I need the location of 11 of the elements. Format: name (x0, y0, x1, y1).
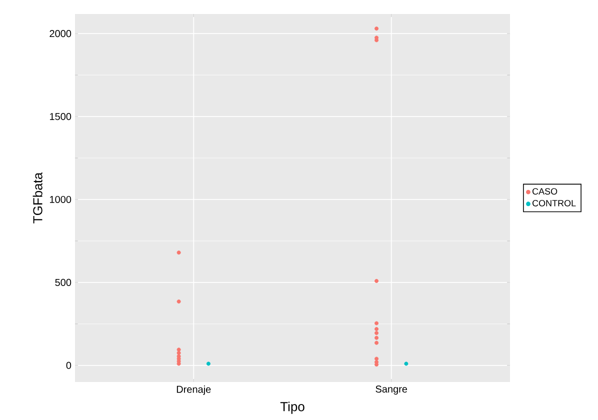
y-tick-label: 0 (66, 362, 72, 369)
x-tick-label: Sangre (376, 386, 408, 395)
x-tick-label: Drenaje (176, 386, 211, 395)
y-tick-label: 500 (55, 278, 72, 286)
y-tick-label: 1000 (50, 196, 72, 204)
x-axis-title: Tipo (280, 402, 304, 414)
legend-label: CASO (532, 188, 558, 195)
y-axis-title: TGFbata (32, 172, 42, 224)
y-tick-label: 1500 (50, 112, 72, 120)
legend-label: CONTROL (532, 200, 576, 206)
y-tick-label: 2000 (50, 30, 72, 38)
